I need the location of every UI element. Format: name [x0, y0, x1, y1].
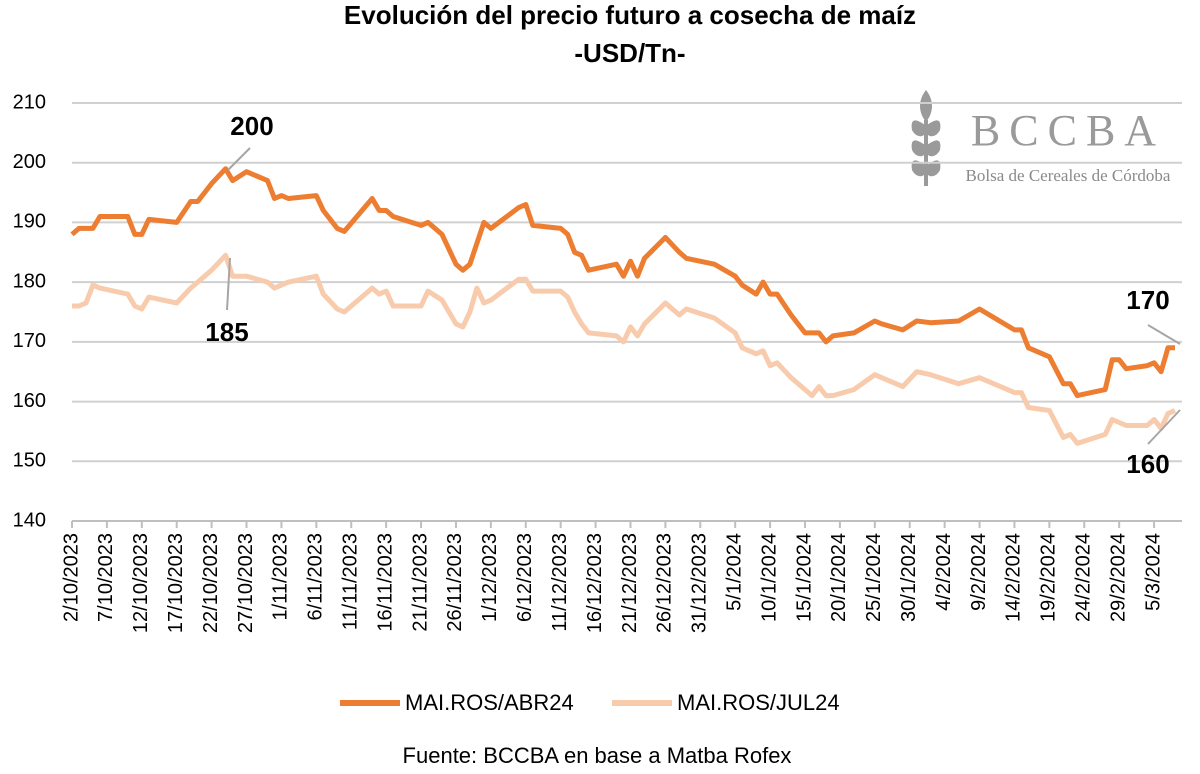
x-tick-label: 2/10/2023	[60, 533, 82, 622]
x-tick-label: 27/10/2023	[235, 533, 257, 633]
logo-subtitle: Bolsa de Cereales de Córdoba	[966, 166, 1171, 185]
x-tick-label: 31/12/2023	[689, 533, 711, 633]
y-tick-label: 170	[13, 330, 46, 352]
series-line	[70, 166, 1175, 399]
x-tick-label: 17/10/2023	[165, 533, 187, 633]
y-tick-label: 140	[13, 509, 46, 531]
x-tick-label: 24/2/2024	[1073, 533, 1095, 622]
x-tick-label: 6/11/2023	[305, 533, 327, 621]
annotation-leader	[1147, 324, 1181, 345]
logo-icon	[911, 90, 941, 186]
y-tick-label: 150	[13, 450, 46, 472]
annotation: 185	[205, 317, 248, 347]
logo: BCCBA Bolsa de Cereales de Córdoba	[911, 90, 1171, 186]
x-tick-label: 11/12/2023	[549, 533, 571, 632]
legend-label: MAI.ROS/JUL24	[677, 690, 840, 715]
x-tick-label: 26/11/2023	[444, 533, 466, 632]
x-tick-label: 21/12/2023	[619, 533, 641, 633]
legend: MAI.ROS/ABR24 MAI.ROS/JUL24	[340, 690, 840, 715]
logo-title: BCCBA	[971, 106, 1165, 155]
y-tick-label: 200	[13, 151, 46, 173]
y-tick-label: 180	[13, 270, 46, 292]
chart-subtitle: -USD/Tn-	[574, 38, 685, 68]
chart-title: Evolución del precio futuro a cosecha de…	[344, 0, 916, 30]
source-note: Fuente: BCCBA en base a Matba Rofex	[403, 743, 792, 768]
x-tick-label: 22/10/2023	[200, 533, 222, 633]
x-tick-label: 1/11/2023	[270, 533, 292, 621]
x-tick-label: 14/2/2024	[1003, 533, 1025, 622]
x-tick-label: 7/10/2023	[95, 533, 117, 622]
annotation-leader	[1147, 409, 1181, 445]
x-tick-label: 16/11/2023	[374, 533, 396, 632]
x-tick-label: 16/12/2023	[584, 533, 606, 633]
y-tick-label: 190	[13, 211, 46, 233]
series-line	[72, 252, 1176, 446]
x-tick-label: 12/10/2023	[130, 533, 152, 633]
x-tick-label: 30/1/2024	[898, 533, 920, 622]
x-tick-label: 5/1/2024	[723, 533, 745, 611]
x-tick-label: 6/12/2023	[514, 533, 536, 622]
x-tick-label: 26/12/2023	[654, 533, 676, 633]
annotation: 160	[1126, 449, 1169, 479]
legend-label: MAI.ROS/ABR24	[405, 690, 574, 715]
x-tick-label: 10/1/2024	[758, 533, 780, 622]
x-tick-label: 15/1/2024	[793, 533, 815, 622]
x-tick-label: 25/1/2024	[863, 533, 885, 622]
annotation: 170	[1126, 285, 1169, 315]
y-tick-label: 210	[13, 91, 46, 113]
annotation-leader	[226, 257, 231, 311]
x-tick-label: 29/2/2024	[1107, 533, 1129, 622]
x-tick-label: 5/3/2024	[1142, 533, 1164, 611]
x-tick-label: 4/2/2024	[933, 533, 955, 611]
x-tick-label: 1/12/2023	[479, 533, 501, 622]
x-tick-label: 19/2/2024	[1038, 533, 1060, 622]
annotation-leader	[227, 147, 251, 171]
y-tick-label: 160	[13, 390, 46, 412]
annotation: 200	[230, 111, 273, 141]
x-tick-label: 21/11/2023	[409, 533, 431, 632]
x-tick-label: 11/11/2023	[340, 533, 362, 630]
x-tick-label: 9/2/2024	[968, 533, 990, 611]
x-tick-label: 20/1/2024	[828, 533, 850, 622]
